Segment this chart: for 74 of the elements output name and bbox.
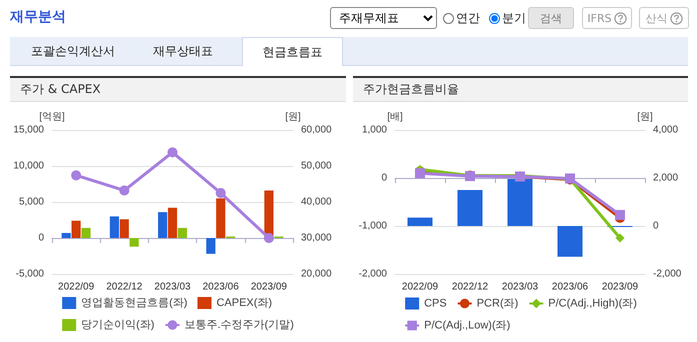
legend-label: P/C(Adj.,High)(좌) xyxy=(548,298,637,310)
bar xyxy=(110,216,119,238)
x-tick-label: 2023/03 xyxy=(154,282,192,292)
point xyxy=(168,147,178,158)
x-tick-label: 2022/09 xyxy=(402,282,439,292)
bar xyxy=(72,220,81,238)
y-axis-title: [억원] xyxy=(39,112,65,122)
x-tick-label: 2023/06 xyxy=(202,282,240,292)
point xyxy=(615,210,625,220)
point xyxy=(119,185,130,196)
y2-tick-label: 30,000 xyxy=(301,232,332,244)
y2-tick-label: 50,000 xyxy=(301,160,332,172)
text: 재무분석 xyxy=(10,8,66,26)
y2-tick-label: 0 xyxy=(653,220,659,232)
y-tick-label: 0 xyxy=(381,172,388,184)
text: 현금흐름표 xyxy=(242,37,343,66)
x-tick-label: 2023/09 xyxy=(602,282,639,292)
legend-label: CPS xyxy=(424,298,447,310)
y-tick-label: 1,000 xyxy=(362,124,388,136)
x-tick-label: 2023/03 xyxy=(502,282,539,292)
y2-tick-label: 60,000 xyxy=(301,124,332,136)
legend-label: CAPEX(좌) xyxy=(216,297,272,309)
bar xyxy=(62,232,71,238)
bar xyxy=(206,238,216,254)
y-tick-label: -1,000 xyxy=(358,220,388,232)
text: 재무상태표 xyxy=(152,42,214,60)
legend-label: 당기순이익(좌) xyxy=(81,319,154,331)
y-tick-label: -5,000 xyxy=(16,268,44,280)
y2-tick-label: 4,000 xyxy=(653,124,678,136)
chart-title: 주가현금흐름비율 xyxy=(353,76,688,102)
text: 포괄손익계산서 xyxy=(30,42,116,60)
y2-axis-title: [원] xyxy=(637,112,653,122)
y-tick-label: 0 xyxy=(38,232,44,244)
legend-label: PCR(좌) xyxy=(476,298,518,310)
text: 분기 xyxy=(501,10,526,26)
bar xyxy=(508,178,532,226)
point xyxy=(71,170,82,180)
point xyxy=(616,234,624,242)
bar xyxy=(408,218,432,226)
y2-tick-label: 20,000 xyxy=(301,268,332,280)
bar xyxy=(120,219,129,238)
bar xyxy=(81,228,91,238)
y-tick-label: 10,000 xyxy=(13,160,44,172)
text: 연간 xyxy=(455,10,480,26)
bar xyxy=(178,228,187,238)
bar xyxy=(458,190,482,226)
y-tick-label: 5,000 xyxy=(18,196,44,208)
bar xyxy=(158,212,168,238)
y2-tick-label: 2,000 xyxy=(653,172,678,184)
bar xyxy=(216,198,226,238)
bar xyxy=(130,238,139,247)
x-tick-label: 2022/09 xyxy=(58,282,95,292)
y-tick-label: 15,000 xyxy=(13,124,44,136)
y2-tick-label: -2,000 xyxy=(653,268,682,280)
x-tick-label: 2022/12 xyxy=(452,282,489,292)
point xyxy=(216,188,226,198)
x-tick-label: 2023/06 xyxy=(552,282,589,292)
y2-axis-title: [원] xyxy=(285,112,301,122)
legend-label: 보통주.수정주가(기말) xyxy=(184,319,294,331)
point xyxy=(264,233,274,243)
x-tick-label: 2023/09 xyxy=(250,282,288,292)
text: 검색 xyxy=(540,10,562,26)
text: IFRS xyxy=(587,12,612,24)
bar xyxy=(168,208,178,238)
legend-label: P/C(Adj.,Low)(좌) xyxy=(424,320,510,332)
y2-tick-label: 40,000 xyxy=(301,196,332,208)
text: 산식 xyxy=(646,10,668,26)
text: 주재무제표 xyxy=(330,7,437,29)
x-tick-label: 2022/12 xyxy=(106,282,143,292)
y-axis-title: [배] xyxy=(387,112,403,122)
legend-label: 영업활동현금흐름(좌) xyxy=(81,297,188,309)
bar xyxy=(558,226,582,257)
y-tick-label: -2,000 xyxy=(358,268,388,280)
chart-title: 주가 & CAPEX xyxy=(10,76,346,102)
